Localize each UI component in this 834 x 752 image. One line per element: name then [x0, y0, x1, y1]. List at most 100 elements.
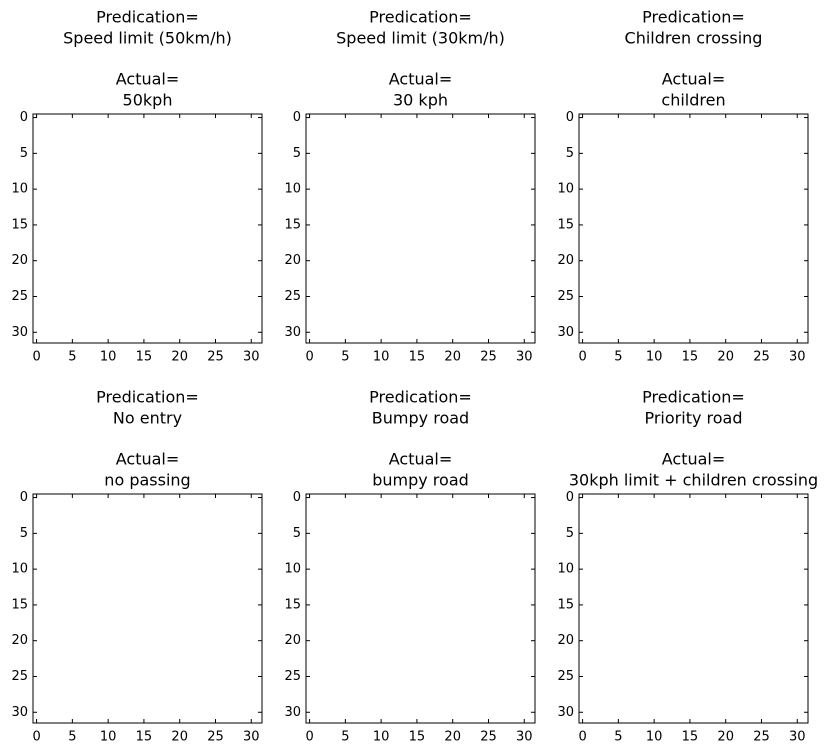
x-tick-label: 25: [753, 730, 770, 745]
image-shape: [661, 558, 725, 622]
x-tick-label: 30: [789, 350, 806, 365]
y-tick-label: 10: [284, 182, 301, 197]
x-tick-label: 30: [516, 730, 533, 745]
image-shape: [740, 626, 812, 647]
prediction: Speed limit (50km/h): [63, 29, 232, 48]
image: [583, 498, 812, 727]
y-tick-label: 10: [557, 182, 574, 197]
image-shape: [583, 498, 812, 727]
y-tick-label: 0: [293, 490, 301, 505]
y-tick-label: 25: [284, 669, 301, 684]
x-tick-label: 5: [68, 350, 76, 365]
image-shape: [37, 118, 266, 347]
x-tick-label: 10: [373, 350, 390, 365]
axes-frame: [305, 493, 536, 724]
y-tick-label: 20: [557, 253, 574, 268]
actual-label: Actual=: [116, 450, 180, 469]
x-tick-label: 0: [305, 350, 313, 365]
x-tick-label: 20: [717, 350, 734, 365]
actual-label: Actual=: [662, 450, 726, 469]
y-tick-label: 5: [566, 146, 574, 161]
y-tick-label: 15: [11, 217, 28, 232]
image-shape: [72, 605, 237, 634]
prediction: No entry: [113, 409, 182, 428]
actual-label: Actual=: [116, 70, 180, 89]
x-tick-label: 30: [243, 350, 260, 365]
y-tick-label: 20: [11, 253, 28, 268]
y-tick-label: 30: [11, 705, 28, 720]
x-tick-label: 25: [480, 730, 497, 745]
y-tick-label: 30: [11, 325, 28, 340]
image-shape: [797, 118, 811, 347]
actual: 30 kph: [393, 91, 448, 110]
image: [583, 118, 812, 347]
x-tick-label: 15: [136, 730, 153, 745]
image-shape: [37, 641, 109, 727]
y-tick-label: 25: [557, 669, 574, 684]
prediction-label: Predication=: [96, 8, 199, 27]
x-tick-label: 20: [717, 730, 734, 745]
actual-label: Actual=: [389, 70, 453, 89]
x-tick-label: 15: [682, 350, 699, 365]
prediction-label: Predication=: [642, 388, 745, 407]
y-tick-label: 15: [11, 597, 28, 612]
x-tick-label: 30: [789, 730, 806, 745]
prediction: Bumpy road: [372, 409, 469, 428]
image-shape: [342, 555, 496, 670]
image-shape: [661, 232, 733, 253]
image-shape: [310, 118, 539, 132]
y-tick-label: 20: [557, 633, 574, 648]
y-tick-label: 10: [11, 562, 28, 577]
image-shape: [37, 498, 266, 727]
subplot: Predication= Speed limit (50km/h) Actual= 5…: [11, 8, 266, 365]
image-shape: [647, 512, 740, 541]
subplot: Predication= Children crossing Actual= chil…: [557, 8, 812, 365]
prediction-label: Predication=: [96, 388, 199, 407]
y-tick-label: 30: [557, 705, 574, 720]
actual-label: Actual=: [662, 70, 726, 89]
y-tick-label: 10: [284, 562, 301, 577]
image: [37, 498, 266, 727]
x-tick-label: 5: [68, 730, 76, 745]
y-tick-label: 0: [293, 110, 301, 125]
actual: 30kph limit + children crossing: [569, 471, 818, 490]
y-tick-label: 25: [557, 289, 574, 304]
actual: 50kph: [123, 91, 173, 110]
y-tick-label: 20: [284, 633, 301, 648]
x-tick-label: 10: [100, 350, 117, 365]
image-shape: [388, 182, 445, 255]
y-tick-label: 15: [284, 597, 301, 612]
x-tick-label: 10: [100, 730, 117, 745]
y-tick-label: 0: [566, 110, 574, 125]
image-shape: [481, 146, 524, 318]
image-shape: [510, 498, 539, 727]
image-shape: [72, 150, 222, 300]
image-shape: [363, 132, 478, 297]
y-tick-label: 30: [284, 325, 301, 340]
prediction: Speed limit (30km/h): [336, 29, 505, 48]
y-tick-label: 25: [11, 669, 28, 684]
axes-frame: [578, 493, 809, 724]
image-shape: [661, 641, 725, 670]
x-tick-label: 15: [682, 730, 699, 745]
y-tick-label: 15: [284, 217, 301, 232]
x-tick-label: 25: [207, 730, 224, 745]
y-tick-label: 25: [11, 289, 28, 304]
image-shape: [374, 637, 467, 655]
y-tick-label: 15: [557, 217, 574, 232]
image-shape: [583, 118, 812, 347]
image-shape: [611, 146, 776, 303]
y-tick-label: 5: [293, 146, 301, 161]
y-tick-label: 30: [284, 705, 301, 720]
y-tick-label: 5: [293, 526, 301, 541]
actual-label: Actual=: [389, 450, 453, 469]
y-tick-label: 0: [20, 490, 28, 505]
axes-frame: [32, 493, 263, 724]
axes-frame: [305, 113, 536, 344]
x-tick-label: 5: [341, 350, 349, 365]
actual: children: [661, 91, 725, 110]
image-shape: [583, 691, 812, 727]
image-shape: [374, 304, 474, 347]
x-tick-label: 20: [171, 730, 188, 745]
